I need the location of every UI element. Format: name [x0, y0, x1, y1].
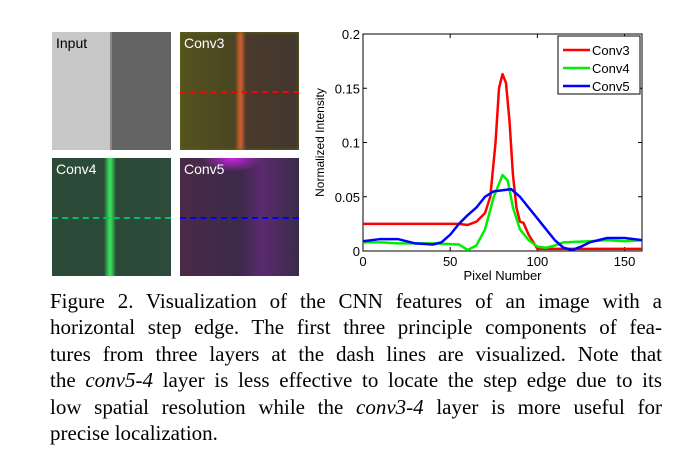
y-tick-label: 0.05 — [335, 190, 360, 205]
x-tick-label: 0 — [359, 254, 366, 269]
legend-label: Conv4 — [592, 61, 630, 76]
intensity-line-chart: 0 50 100 150 0 0.05 0.1 0.15 0.2 Pixel Number Norm… — [313, 27, 643, 283]
caption-text: precise localization. — [50, 421, 218, 446]
caption-text: Figure 2. Visualization of the CNN featu… — [50, 289, 662, 313]
y-tick-label: 0.2 — [342, 27, 360, 42]
panel-label: Input — [56, 35, 88, 51]
panel-label: Conv5 — [184, 161, 225, 177]
caption-line: low spatial resolution while the conv3-4… — [50, 394, 662, 420]
y-axis-label: Normalized Intensity — [313, 88, 327, 197]
caption-line: horizontal step edge. The first three pr… — [50, 314, 662, 340]
y-tick-label: 0.15 — [335, 81, 360, 96]
x-axis-label: Pixel Number — [463, 268, 542, 283]
dash-line — [52, 217, 171, 219]
caption-line: Figure 2. Visualization of the CNN featu… — [50, 288, 662, 314]
x-tick-label: 100 — [527, 254, 549, 269]
input-image-panel: Input — [52, 32, 171, 150]
caption-line: precise localization. — [50, 420, 662, 446]
conv5-feature-panel: Conv5 — [180, 158, 299, 276]
caption-text: conv5-4 — [85, 368, 153, 393]
panel-label: Conv4 — [56, 161, 97, 177]
caption-line: the conv5-4 layer is less effective to l… — [50, 367, 662, 393]
series-line-conv5 — [362, 187, 643, 252]
legend-label: Conv5 — [592, 79, 630, 94]
conv4-feature-panel: Conv4 — [52, 158, 171, 276]
caption-line: tures from three layers at the dash line… — [50, 341, 662, 367]
figure-caption: Figure 2. Visualization of the CNN featu… — [50, 288, 662, 446]
legend-label: Conv3 — [592, 43, 630, 58]
conv3-feature-panel: Conv3 — [180, 32, 299, 150]
dash-line — [180, 217, 299, 219]
caption-text: horizontal step edge. The first three pr… — [50, 315, 662, 340]
series-line-conv4 — [363, 173, 643, 252]
caption-text: layer is less effective to locate the st… — [153, 368, 663, 393]
series-line-conv3 — [363, 72, 642, 251]
dash-line — [180, 91, 299, 93]
x-tick-label: 50 — [443, 254, 457, 269]
caption-text: layer is more useful for — [423, 394, 663, 419]
caption-text: low spatial resolution while the — [50, 394, 357, 419]
y-tick-label: 0 — [353, 244, 360, 259]
x-tick-label: 150 — [614, 254, 636, 269]
caption-text: conv3-4 — [356, 394, 424, 419]
caption-text: the — [50, 368, 86, 393]
caption-text: tures from three layers at the dash line… — [50, 341, 662, 366]
panel-label: Conv3 — [184, 35, 225, 51]
y-tick-label: 0.1 — [342, 136, 360, 151]
legend-box — [557, 35, 641, 95]
